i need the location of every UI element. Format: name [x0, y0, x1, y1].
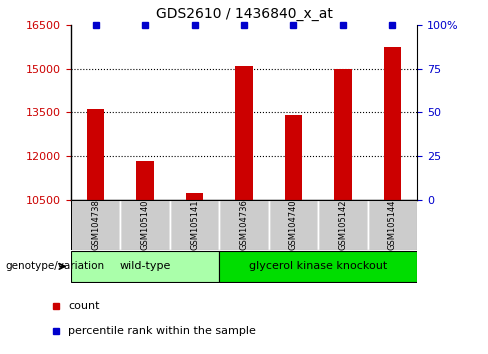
Bar: [186, 193, 203, 200]
Bar: [384, 47, 401, 200]
Text: percentile rank within the sample: percentile rank within the sample: [68, 326, 256, 336]
Text: GSM104740: GSM104740: [289, 199, 298, 250]
Text: GSM105144: GSM105144: [388, 200, 397, 250]
Text: count: count: [68, 301, 100, 312]
Text: genotype/variation: genotype/variation: [5, 261, 104, 272]
Bar: [269, 200, 318, 250]
Text: GSM104738: GSM104738: [91, 199, 100, 250]
Text: wild-type: wild-type: [120, 261, 171, 272]
Bar: [368, 200, 417, 250]
Bar: [136, 161, 154, 200]
Bar: [87, 109, 104, 200]
Text: glycerol kinase knockout: glycerol kinase knockout: [249, 261, 387, 272]
Text: GSM105140: GSM105140: [141, 200, 149, 250]
Bar: [71, 251, 219, 281]
Text: GSM104736: GSM104736: [240, 199, 248, 250]
Bar: [318, 200, 368, 250]
Bar: [285, 115, 302, 200]
Bar: [170, 200, 219, 250]
Title: GDS2610 / 1436840_x_at: GDS2610 / 1436840_x_at: [156, 7, 332, 21]
Bar: [219, 200, 269, 250]
Bar: [219, 251, 417, 281]
Bar: [334, 69, 352, 200]
Text: GSM105142: GSM105142: [339, 200, 347, 250]
Bar: [235, 65, 253, 200]
Text: GSM105141: GSM105141: [190, 200, 199, 250]
Bar: [120, 200, 170, 250]
Bar: [71, 200, 120, 250]
